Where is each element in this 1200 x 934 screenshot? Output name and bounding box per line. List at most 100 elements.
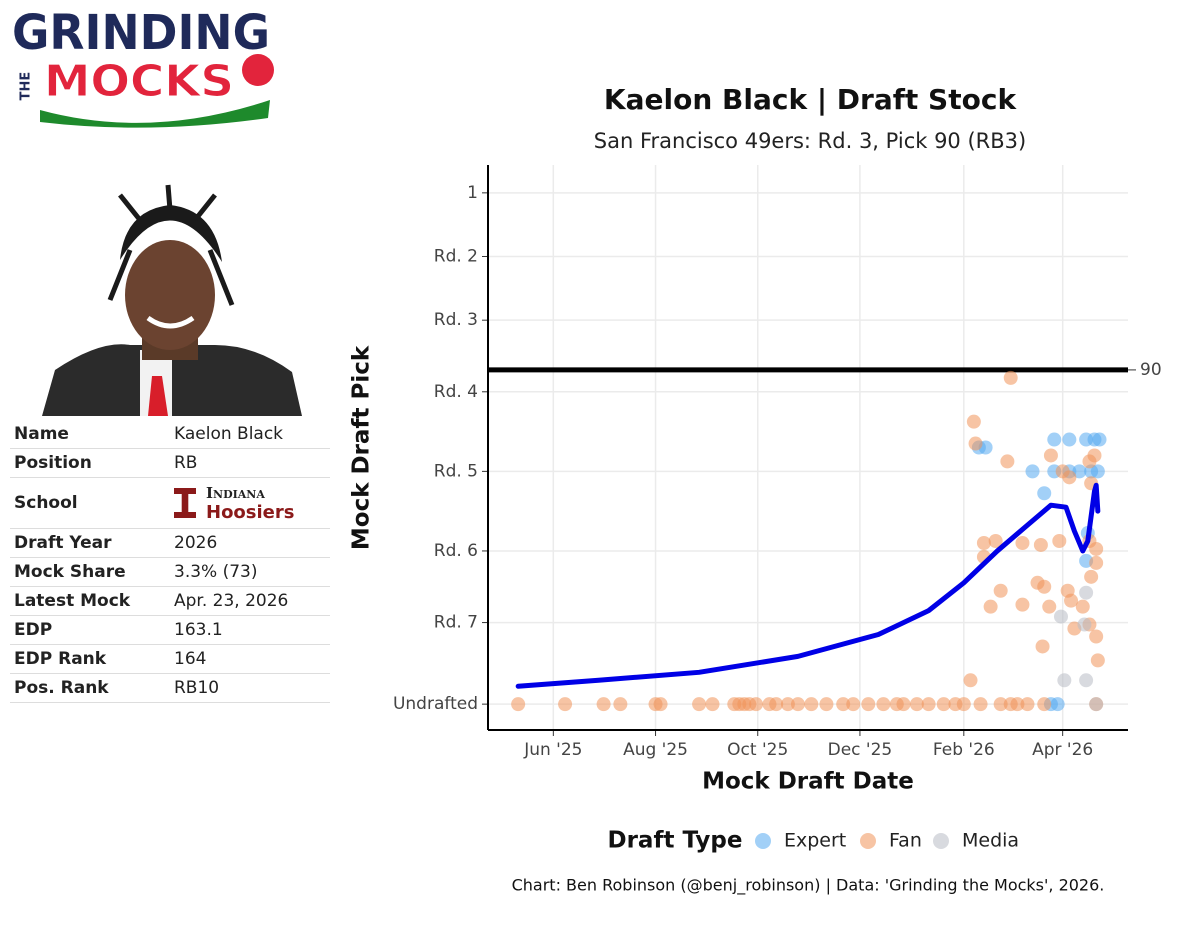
point bbox=[1043, 448, 1058, 463]
legend-title: Draft Type bbox=[608, 828, 743, 854]
point bbox=[896, 697, 911, 712]
chart-subtitle: San Francisco 49ers: Rd. 3, Pick 90 (RB3… bbox=[594, 129, 1026, 153]
legend-label: Expert bbox=[784, 830, 846, 852]
row-label: EDP bbox=[10, 615, 170, 645]
point bbox=[1037, 579, 1052, 594]
point bbox=[988, 534, 1003, 549]
point bbox=[1079, 553, 1094, 568]
x-axis-label: Mock Draft Date bbox=[702, 769, 914, 795]
point bbox=[1090, 464, 1105, 479]
point bbox=[1055, 464, 1070, 479]
row-label: School bbox=[10, 477, 170, 529]
point bbox=[909, 697, 924, 712]
profile-row: Pos. Rank RB10 bbox=[10, 673, 330, 703]
row-label: Pos. Rank bbox=[10, 673, 170, 703]
school-name: Indiana bbox=[206, 484, 265, 502]
school-text: Indiana Hoosiers bbox=[206, 483, 294, 523]
point bbox=[790, 697, 805, 712]
point bbox=[971, 440, 986, 455]
y-axis-label: Mock Draft Pick bbox=[349, 345, 375, 550]
point bbox=[1053, 609, 1068, 624]
point bbox=[889, 697, 904, 712]
left-graphics: GRINDING THE MOCKS bbox=[12, 5, 302, 416]
point bbox=[1000, 454, 1015, 469]
chart-title: Kaelon Black | Draft Stock bbox=[604, 83, 1018, 116]
point bbox=[737, 697, 752, 712]
point bbox=[1082, 454, 1097, 469]
point bbox=[762, 697, 777, 712]
point bbox=[1015, 535, 1030, 550]
point bbox=[1079, 585, 1094, 600]
point bbox=[1092, 432, 1107, 447]
logo-line1: GRINDING bbox=[12, 5, 270, 61]
caption: Chart: Ben Robinson (@benj_robinson) | D… bbox=[512, 876, 1105, 896]
row-label: Draft Year bbox=[10, 528, 170, 558]
point bbox=[936, 697, 951, 712]
point bbox=[978, 440, 993, 455]
row-label: Latest Mock bbox=[10, 586, 170, 616]
x-tick-label: Oct '25 bbox=[727, 740, 788, 760]
point bbox=[1079, 432, 1094, 447]
player-photo bbox=[42, 184, 302, 416]
row-value: 2026 bbox=[170, 528, 330, 558]
profile-row: EDP Rank 164 bbox=[10, 644, 330, 674]
point bbox=[596, 697, 611, 712]
y-tick-label: Rd. 2 bbox=[434, 247, 478, 267]
row-label: Name bbox=[10, 420, 170, 449]
point bbox=[1025, 464, 1040, 479]
point bbox=[1062, 464, 1077, 479]
point bbox=[1089, 697, 1104, 712]
row-value: RB bbox=[170, 448, 330, 478]
y-tick-label: Rd. 7 bbox=[434, 613, 478, 633]
point bbox=[1057, 673, 1072, 688]
point bbox=[1087, 448, 1102, 463]
reference-label: 90 bbox=[1140, 360, 1162, 380]
point bbox=[653, 697, 668, 712]
row-value: Kaelon Black bbox=[170, 420, 330, 449]
profile-row: School Indiana Hoosiers bbox=[10, 477, 330, 529]
point bbox=[769, 697, 784, 712]
row-value: 163.1 bbox=[170, 615, 330, 645]
school-mascot: Hoosiers bbox=[206, 502, 295, 523]
point bbox=[1037, 486, 1052, 501]
y-tick-label: Rd. 4 bbox=[434, 382, 478, 402]
logo-line2: THE bbox=[19, 72, 34, 101]
legend-label: Fan bbox=[889, 830, 922, 852]
school-logo: Indiana Hoosiers bbox=[170, 477, 330, 529]
point bbox=[1050, 697, 1065, 712]
point bbox=[732, 697, 747, 712]
profile-row: Latest Mock Apr. 23, 2026 bbox=[10, 586, 330, 616]
point bbox=[976, 549, 991, 564]
point bbox=[1075, 599, 1090, 614]
row-value: 3.3% (73) bbox=[170, 557, 330, 587]
row-label: Position bbox=[10, 448, 170, 478]
x-tick-label: Feb '26 bbox=[933, 740, 995, 760]
profile-row: Name Kaelon Black bbox=[10, 420, 330, 449]
profile-row: Draft Year 2026 bbox=[10, 528, 330, 558]
point bbox=[993, 583, 1008, 598]
y-tick-label: Rd. 6 bbox=[434, 541, 478, 561]
point bbox=[956, 697, 971, 712]
point bbox=[1015, 597, 1030, 612]
grid bbox=[488, 165, 1128, 730]
point bbox=[1084, 476, 1099, 491]
point bbox=[963, 673, 978, 688]
point bbox=[921, 697, 936, 712]
trend-line bbox=[515, 482, 1101, 689]
point bbox=[983, 599, 998, 614]
point bbox=[1084, 569, 1099, 584]
point bbox=[976, 535, 991, 550]
point bbox=[1089, 697, 1104, 712]
point bbox=[1087, 432, 1102, 447]
school-wrap: Indiana Hoosiers bbox=[174, 483, 326, 523]
point bbox=[1043, 697, 1058, 712]
row-value: RB10 bbox=[170, 673, 330, 703]
legend-label: Media bbox=[962, 830, 1019, 852]
point bbox=[692, 697, 707, 712]
point bbox=[1037, 697, 1052, 712]
profile-row: Position RB bbox=[10, 448, 330, 478]
point bbox=[973, 697, 988, 712]
point bbox=[1033, 537, 1048, 552]
point bbox=[1064, 593, 1079, 608]
point bbox=[948, 697, 963, 712]
